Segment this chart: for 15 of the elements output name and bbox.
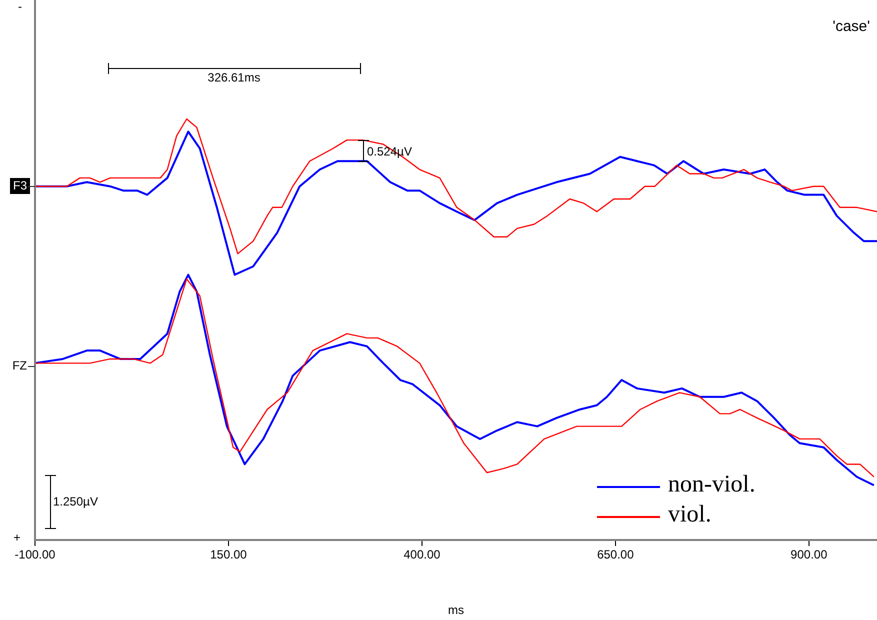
annotation: 1.250µV — [53, 494, 98, 508]
text: FZ — [12, 358, 27, 372]
x-tick-label: 400.00 — [404, 548, 441, 562]
legend-label: viol. — [668, 501, 712, 528]
x-tick-label: 150.00 — [210, 548, 248, 562]
text: + — [13, 530, 21, 544]
legend-label: non-viol. — [668, 471, 756, 498]
x-axis-title: ms — [448, 603, 464, 618]
x-tick-label: 900.00 — [790, 548, 828, 562]
text: 326.61ms — [208, 70, 260, 84]
text: F3 — [12, 178, 28, 192]
text: 'case' — [832, 18, 870, 36]
text: - — [18, 0, 22, 14]
x-tick-label: 650.00 — [597, 548, 634, 562]
x-tick-label: -100.00 — [14, 548, 56, 562]
